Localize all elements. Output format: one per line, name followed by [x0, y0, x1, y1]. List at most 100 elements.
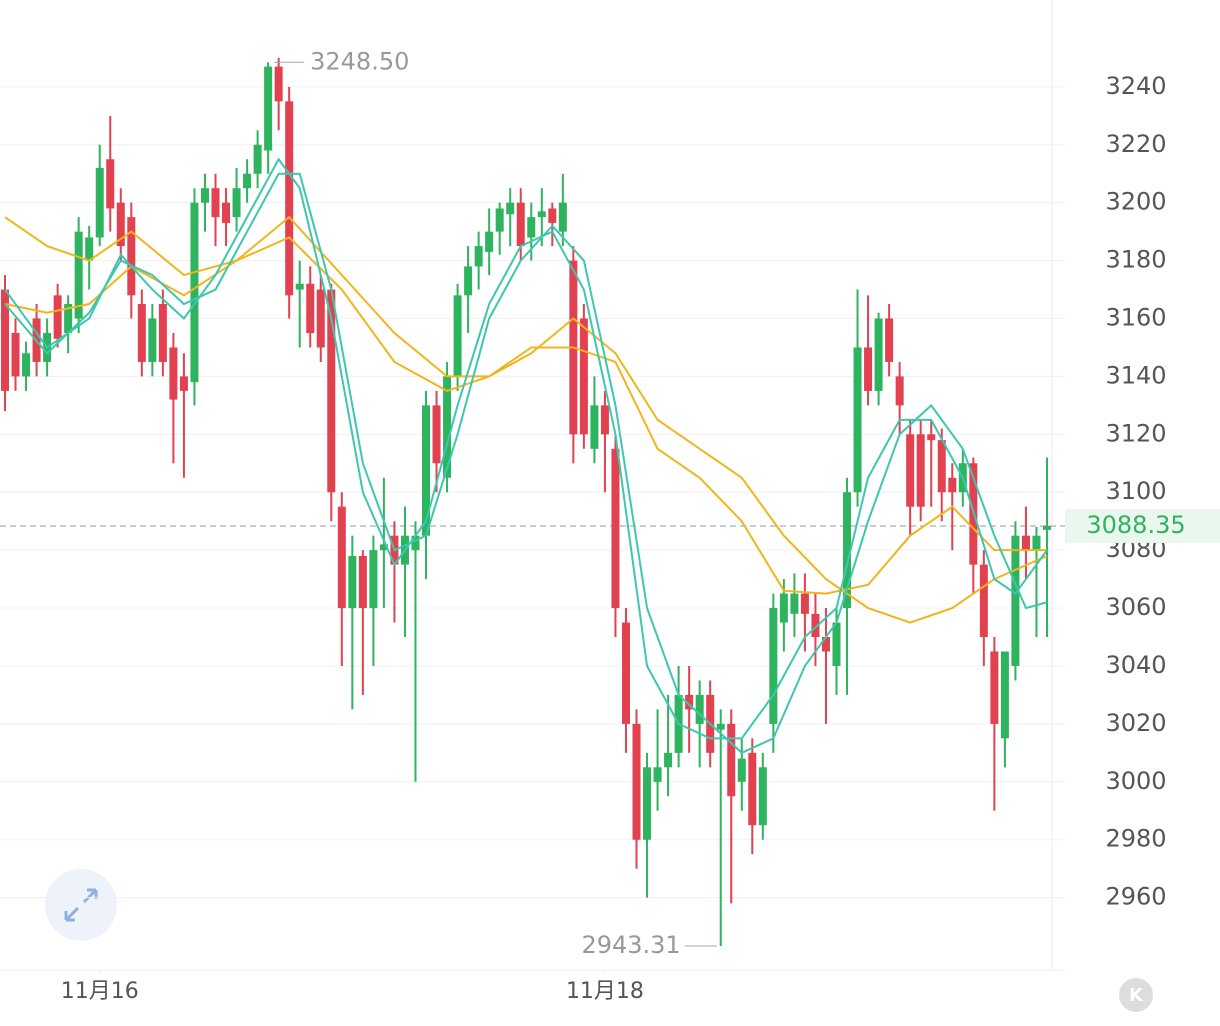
y-tick-label: 3000 [1105, 767, 1166, 795]
x-tick-label: 11月18 [566, 979, 644, 1004]
candle-body [443, 376, 452, 478]
candle-body [1021, 535, 1030, 551]
candle-body [600, 405, 609, 435]
candle-body [22, 353, 31, 377]
y-tick-label: 3200 [1105, 188, 1166, 216]
y-tick-label: 3040 [1105, 651, 1166, 679]
y-tick-label: 3100 [1105, 477, 1166, 505]
indicator-line [4, 236, 1047, 595]
candle-body [1000, 651, 1009, 739]
logo: K [1129, 985, 1144, 1006]
candle-body [464, 266, 473, 296]
candle-body [506, 202, 515, 215]
candle-body [685, 694, 694, 710]
candle-body [127, 217, 136, 296]
y-tick-label: 2960 [1105, 883, 1166, 911]
candle-body [474, 246, 483, 267]
candle-body [316, 289, 325, 348]
indicator-line [4, 157, 1048, 740]
candle-body [832, 622, 841, 666]
indicator-line [4, 172, 1048, 755]
candle-body [779, 593, 788, 623]
candle-body [621, 622, 630, 724]
y-tick-label: 3140 [1105, 361, 1166, 389]
expand-icon[interactable] [64, 888, 98, 922]
candle-body [821, 637, 830, 652]
expand-bg[interactable] [45, 869, 117, 941]
candle-body [895, 376, 904, 406]
indicator-line [4, 215, 1048, 624]
candle-body [1, 289, 9, 391]
candle-body [232, 188, 241, 218]
candle-body [495, 208, 504, 232]
candle-body [632, 723, 641, 840]
candle-body [579, 318, 588, 435]
candle-body [727, 723, 736, 797]
y-tick-label: 3240 [1105, 72, 1166, 100]
candle-body [537, 211, 546, 218]
y-tick-label: 3160 [1105, 304, 1166, 332]
candle-body [358, 555, 367, 609]
candle-body [948, 477, 957, 493]
candle-body [306, 283, 315, 333]
candle-body [158, 304, 167, 362]
candle-body [169, 347, 178, 400]
candle-body [369, 550, 378, 609]
candle-body [558, 202, 567, 232]
candle-body [432, 405, 441, 464]
candle-body [285, 101, 294, 296]
expand-button[interactable] [45, 869, 117, 941]
candle-body [800, 593, 809, 614]
candle-body [348, 555, 357, 609]
candle-body [253, 144, 262, 174]
candle-body [548, 208, 557, 223]
min-label: 2943.31 [581, 931, 680, 959]
candle-body [790, 593, 799, 614]
candle-body [979, 564, 988, 638]
candle-body [937, 440, 946, 493]
candle-body [590, 405, 599, 449]
candle-body [327, 289, 336, 493]
candle-body [274, 66, 283, 102]
candle-body [906, 434, 915, 507]
candle-body [95, 167, 104, 238]
candle-body [695, 694, 704, 724]
candle-body [1032, 535, 1041, 551]
x-tick-label: 11月16 [61, 979, 139, 1004]
candle-body [295, 283, 304, 290]
candle-body [737, 758, 746, 782]
candle-body [11, 332, 20, 377]
candle-body [885, 318, 894, 362]
candle-body [222, 202, 231, 223]
candle-body [74, 231, 83, 319]
y-tick-label: 3180 [1105, 246, 1166, 274]
candle-body [453, 295, 462, 377]
candle-body [179, 376, 188, 391]
y-tick-label: 2980 [1105, 825, 1166, 853]
candle-body [337, 506, 346, 609]
candle-body [527, 217, 536, 238]
candle-body [106, 159, 115, 209]
candle-body [758, 767, 767, 826]
candle-body [116, 202, 125, 247]
candle-body [379, 544, 388, 551]
last-price-label: 3088.35 [1086, 511, 1185, 539]
candle-body [411, 535, 420, 551]
y-tick-label: 3020 [1105, 709, 1166, 737]
max-label: 3248.50 [310, 47, 409, 75]
candle-body [653, 767, 662, 782]
candle-body [990, 651, 999, 724]
candle-body [137, 304, 146, 362]
candle-body [148, 318, 157, 362]
candle-body [211, 188, 220, 218]
candle-body [853, 347, 862, 493]
y-tick-label: 3220 [1105, 130, 1166, 158]
logo-bg [1119, 978, 1153, 1012]
candle-body [64, 304, 73, 333]
candle-body [927, 434, 936, 441]
candle-body [643, 767, 652, 840]
candle-body [200, 188, 209, 203]
y-tick-label: 3120 [1105, 419, 1166, 447]
candle-body [748, 752, 757, 826]
candle-body [422, 405, 431, 536]
